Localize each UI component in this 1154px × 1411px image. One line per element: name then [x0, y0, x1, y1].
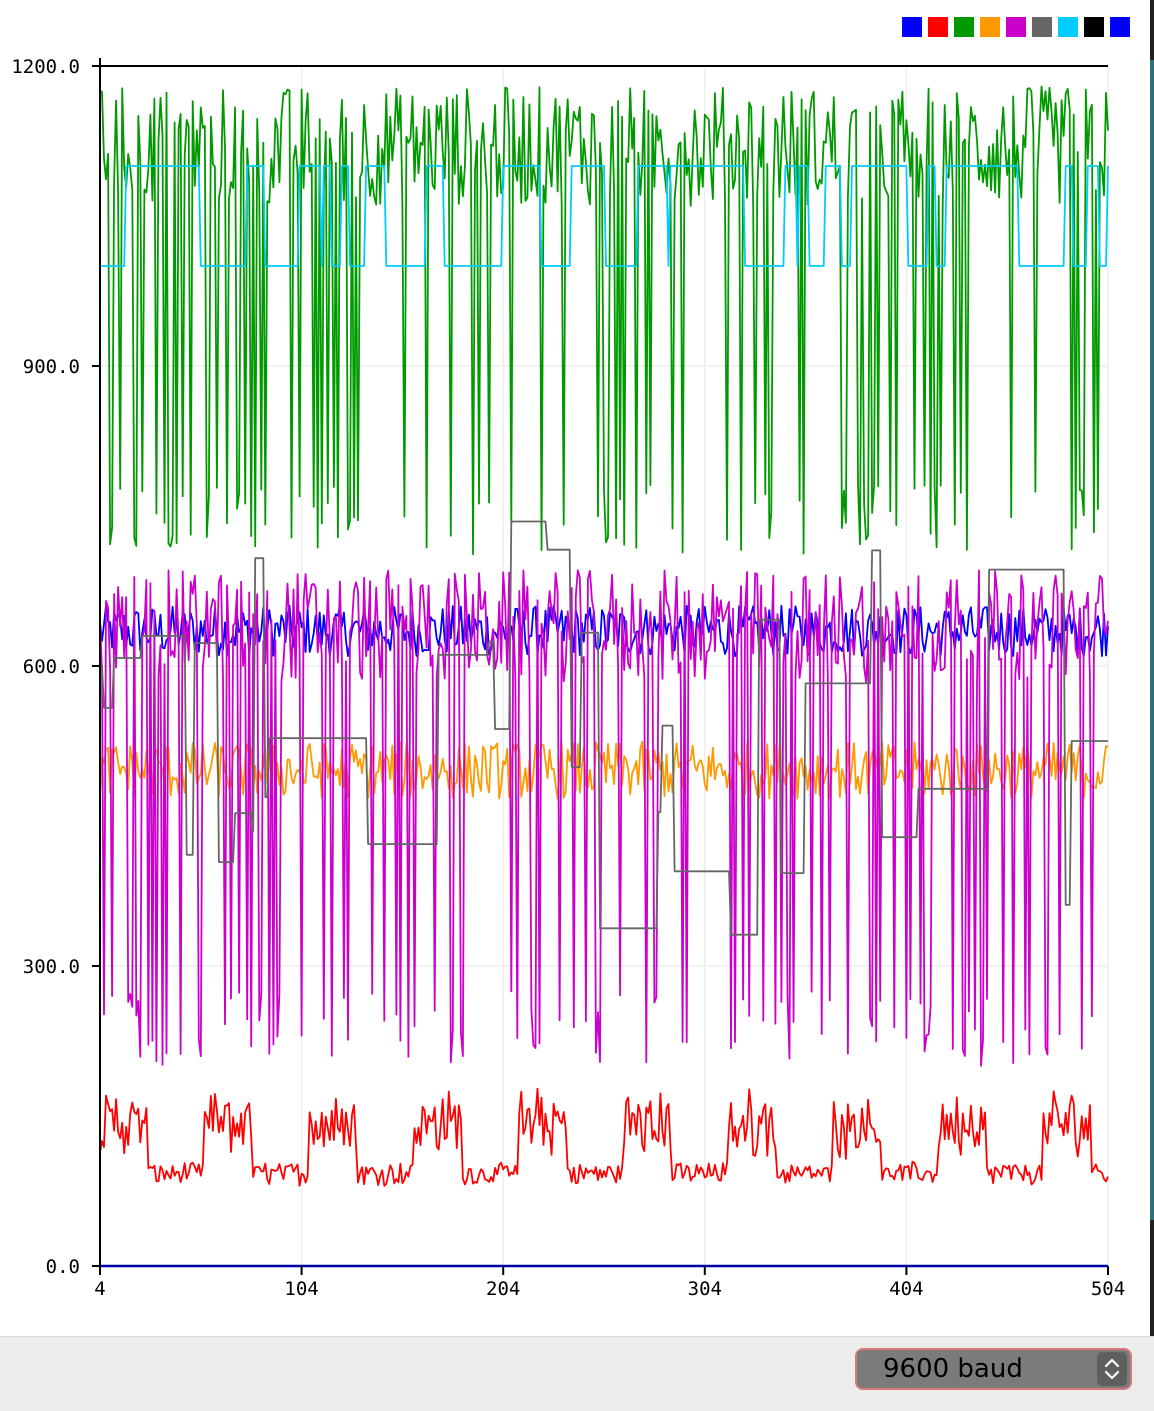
- up-down-chevron-icon: [1097, 1352, 1127, 1386]
- x-tick-label-0: 4: [94, 1278, 105, 1300]
- x-tick-label-2: 204: [486, 1278, 520, 1300]
- series-line-6: [100, 520, 1108, 936]
- legend-swatch-7: [1058, 17, 1078, 37]
- series-line-1: [99, 604, 1109, 658]
- x-tick-label-3: 304: [688, 1278, 722, 1300]
- legend-swatch-8: [1084, 17, 1104, 37]
- y-tick-label-3: 900.0: [23, 356, 80, 378]
- y-tick-label-2: 600.0: [23, 656, 80, 678]
- legend-swatch-3: [954, 17, 974, 37]
- legend-swatch-4: [980, 17, 1000, 37]
- window-edge-accent: [1150, 60, 1154, 1220]
- legend-swatch-1: [902, 17, 922, 37]
- series-line-4: [99, 740, 1109, 800]
- legend-swatch-9: [1110, 17, 1130, 37]
- serial-plot: 0.0 300.0 600.0 900.0 1200.0 4 104 204 304 404 504: [11, 56, 1125, 1300]
- y-tick-label-1: 300.0: [23, 956, 80, 978]
- baud-rate-label: 9600 baud: [883, 1354, 1023, 1384]
- plot-area: 0.0 300.0 600.0 900.0 1200.0 4 104 204 304 404 504: [11, 17, 1130, 1300]
- bottom-toolbar: 9600 baud: [0, 1336, 1154, 1411]
- legend-swatch-2: [928, 17, 948, 37]
- x-tick-label-1: 104: [284, 1278, 318, 1300]
- x-tick-label-5: 504: [1091, 1278, 1125, 1300]
- baud-rate-select[interactable]: 9600 baud: [855, 1348, 1132, 1390]
- y-tick-label-4: 1200.0: [11, 56, 80, 78]
- series-line-3: [99, 85, 1109, 556]
- x-tick-label-4: 404: [889, 1278, 923, 1300]
- legend-swatch-5: [1006, 17, 1026, 37]
- series-line-2: [99, 1087, 1109, 1187]
- y-tick-label-0: 0.0: [46, 1256, 80, 1278]
- series-line-7: [100, 165, 1109, 267]
- legend: [902, 17, 1130, 37]
- series-line-5: [99, 569, 1109, 1067]
- legend-swatch-6: [1032, 17, 1052, 37]
